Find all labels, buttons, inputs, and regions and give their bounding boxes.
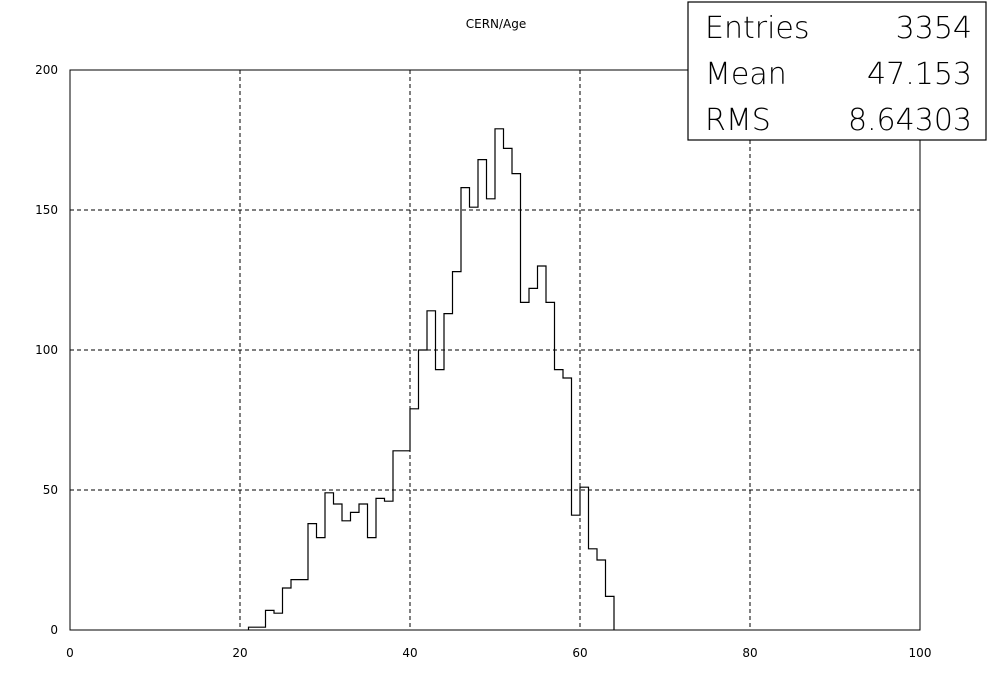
y-tick-label: 0 bbox=[50, 623, 58, 637]
x-tick-label: 40 bbox=[402, 646, 417, 660]
stats-entries-value: 3354 bbox=[896, 11, 972, 46]
chart-title: CERN/Age bbox=[466, 17, 527, 31]
plot-frame bbox=[69, 69, 921, 631]
x-tick-label: 20 bbox=[232, 646, 247, 660]
x-tick-label: 100 bbox=[909, 646, 932, 660]
stats-box: Entries 3354 Mean 47.153 RMS 8.64303 bbox=[687, 1, 987, 141]
stats-box-frame bbox=[687, 1, 987, 141]
stats-entries-label: Entries bbox=[705, 11, 810, 46]
stats-mean-label: Mean bbox=[705, 57, 787, 92]
y-tick-label: 150 bbox=[35, 203, 58, 217]
histogram-outline bbox=[247, 128, 615, 630]
x-tick-label: 60 bbox=[572, 646, 587, 660]
y-axis: 0 50 100 150 200 bbox=[35, 63, 58, 637]
stats-mean-value: 47.153 bbox=[867, 57, 972, 92]
x-tick-label: 0 bbox=[66, 646, 74, 660]
y-tick-label: 200 bbox=[35, 63, 58, 77]
x-axis: 0 20 40 60 80 100 bbox=[66, 646, 931, 660]
stats-rms-value: 8.64303 bbox=[848, 103, 972, 138]
y-tick-label: 100 bbox=[35, 343, 58, 357]
histogram-series bbox=[247, 128, 615, 630]
grid-lines bbox=[70, 70, 920, 630]
stats-rms-label: RMS bbox=[705, 103, 771, 138]
y-tick-label: 50 bbox=[43, 483, 58, 497]
x-tick-label: 80 bbox=[742, 646, 757, 660]
